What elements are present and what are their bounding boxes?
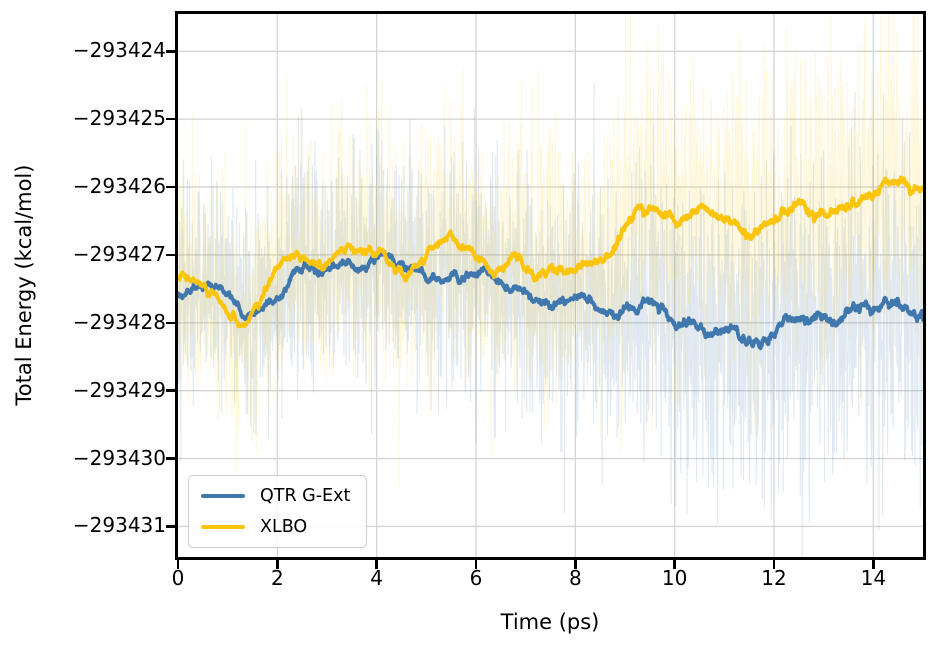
- x-tick-label: 12: [761, 566, 787, 590]
- x-tick-label: 8: [568, 566, 582, 590]
- x-tick-label: 6: [469, 566, 483, 590]
- series-line-swatch-icon: [201, 524, 245, 529]
- y-tick-label: −293430: [72, 445, 166, 470]
- series-line-swatch-icon: [201, 493, 245, 498]
- y-tick-mark: [166, 50, 175, 53]
- x-tick-mark: [474, 560, 478, 569]
- legend-item: QTR G-Ext: [201, 486, 350, 506]
- x-tick-mark: [872, 560, 875, 569]
- legend-item: XLBO: [201, 517, 350, 537]
- y-tick-mark: [166, 117, 175, 121]
- y-tick-label: −293429: [72, 377, 166, 402]
- x-tick-mark: [375, 560, 378, 569]
- y-tick-label: −293425: [72, 106, 166, 131]
- legend: QTR G-Ext XLBO: [188, 474, 368, 548]
- plot-area: QTR G-Ext XLBO: [175, 11, 926, 560]
- y-tick-label: −293431: [72, 513, 166, 538]
- legend-label: QTR G-Ext: [260, 485, 351, 506]
- y-tick-label: −293427: [72, 241, 166, 266]
- y-tick-label: −293426: [72, 174, 166, 199]
- y-tick-mark: [166, 185, 175, 189]
- legend-label: XLBO: [260, 516, 308, 537]
- x-tick-mark: [176, 560, 180, 569]
- x-tick-label: 0: [171, 566, 185, 590]
- y-tick-mark: [166, 457, 175, 460]
- x-axis-label: Time (ps): [500, 610, 600, 634]
- plot-canvas: [178, 14, 923, 557]
- x-tick-mark: [772, 560, 776, 569]
- x-tick-label: 4: [370, 566, 384, 590]
- y-tick-mark: [166, 321, 175, 325]
- x-tick-mark: [673, 560, 676, 569]
- y-tick-mark: [166, 389, 175, 392]
- y-axis-label: Total Energy (kcal/mol): [12, 164, 36, 406]
- x-tick-mark: [276, 560, 279, 569]
- x-tick-mark: [574, 560, 577, 569]
- x-tick-label: 10: [661, 566, 688, 590]
- y-tick-label: −293428: [72, 309, 166, 334]
- x-tick-label: 2: [270, 566, 284, 590]
- x-tick-label: 14: [860, 566, 887, 590]
- y-tick-mark: [166, 253, 175, 257]
- y-tick-mark: [166, 525, 175, 528]
- y-tick-label: −293424: [72, 38, 166, 63]
